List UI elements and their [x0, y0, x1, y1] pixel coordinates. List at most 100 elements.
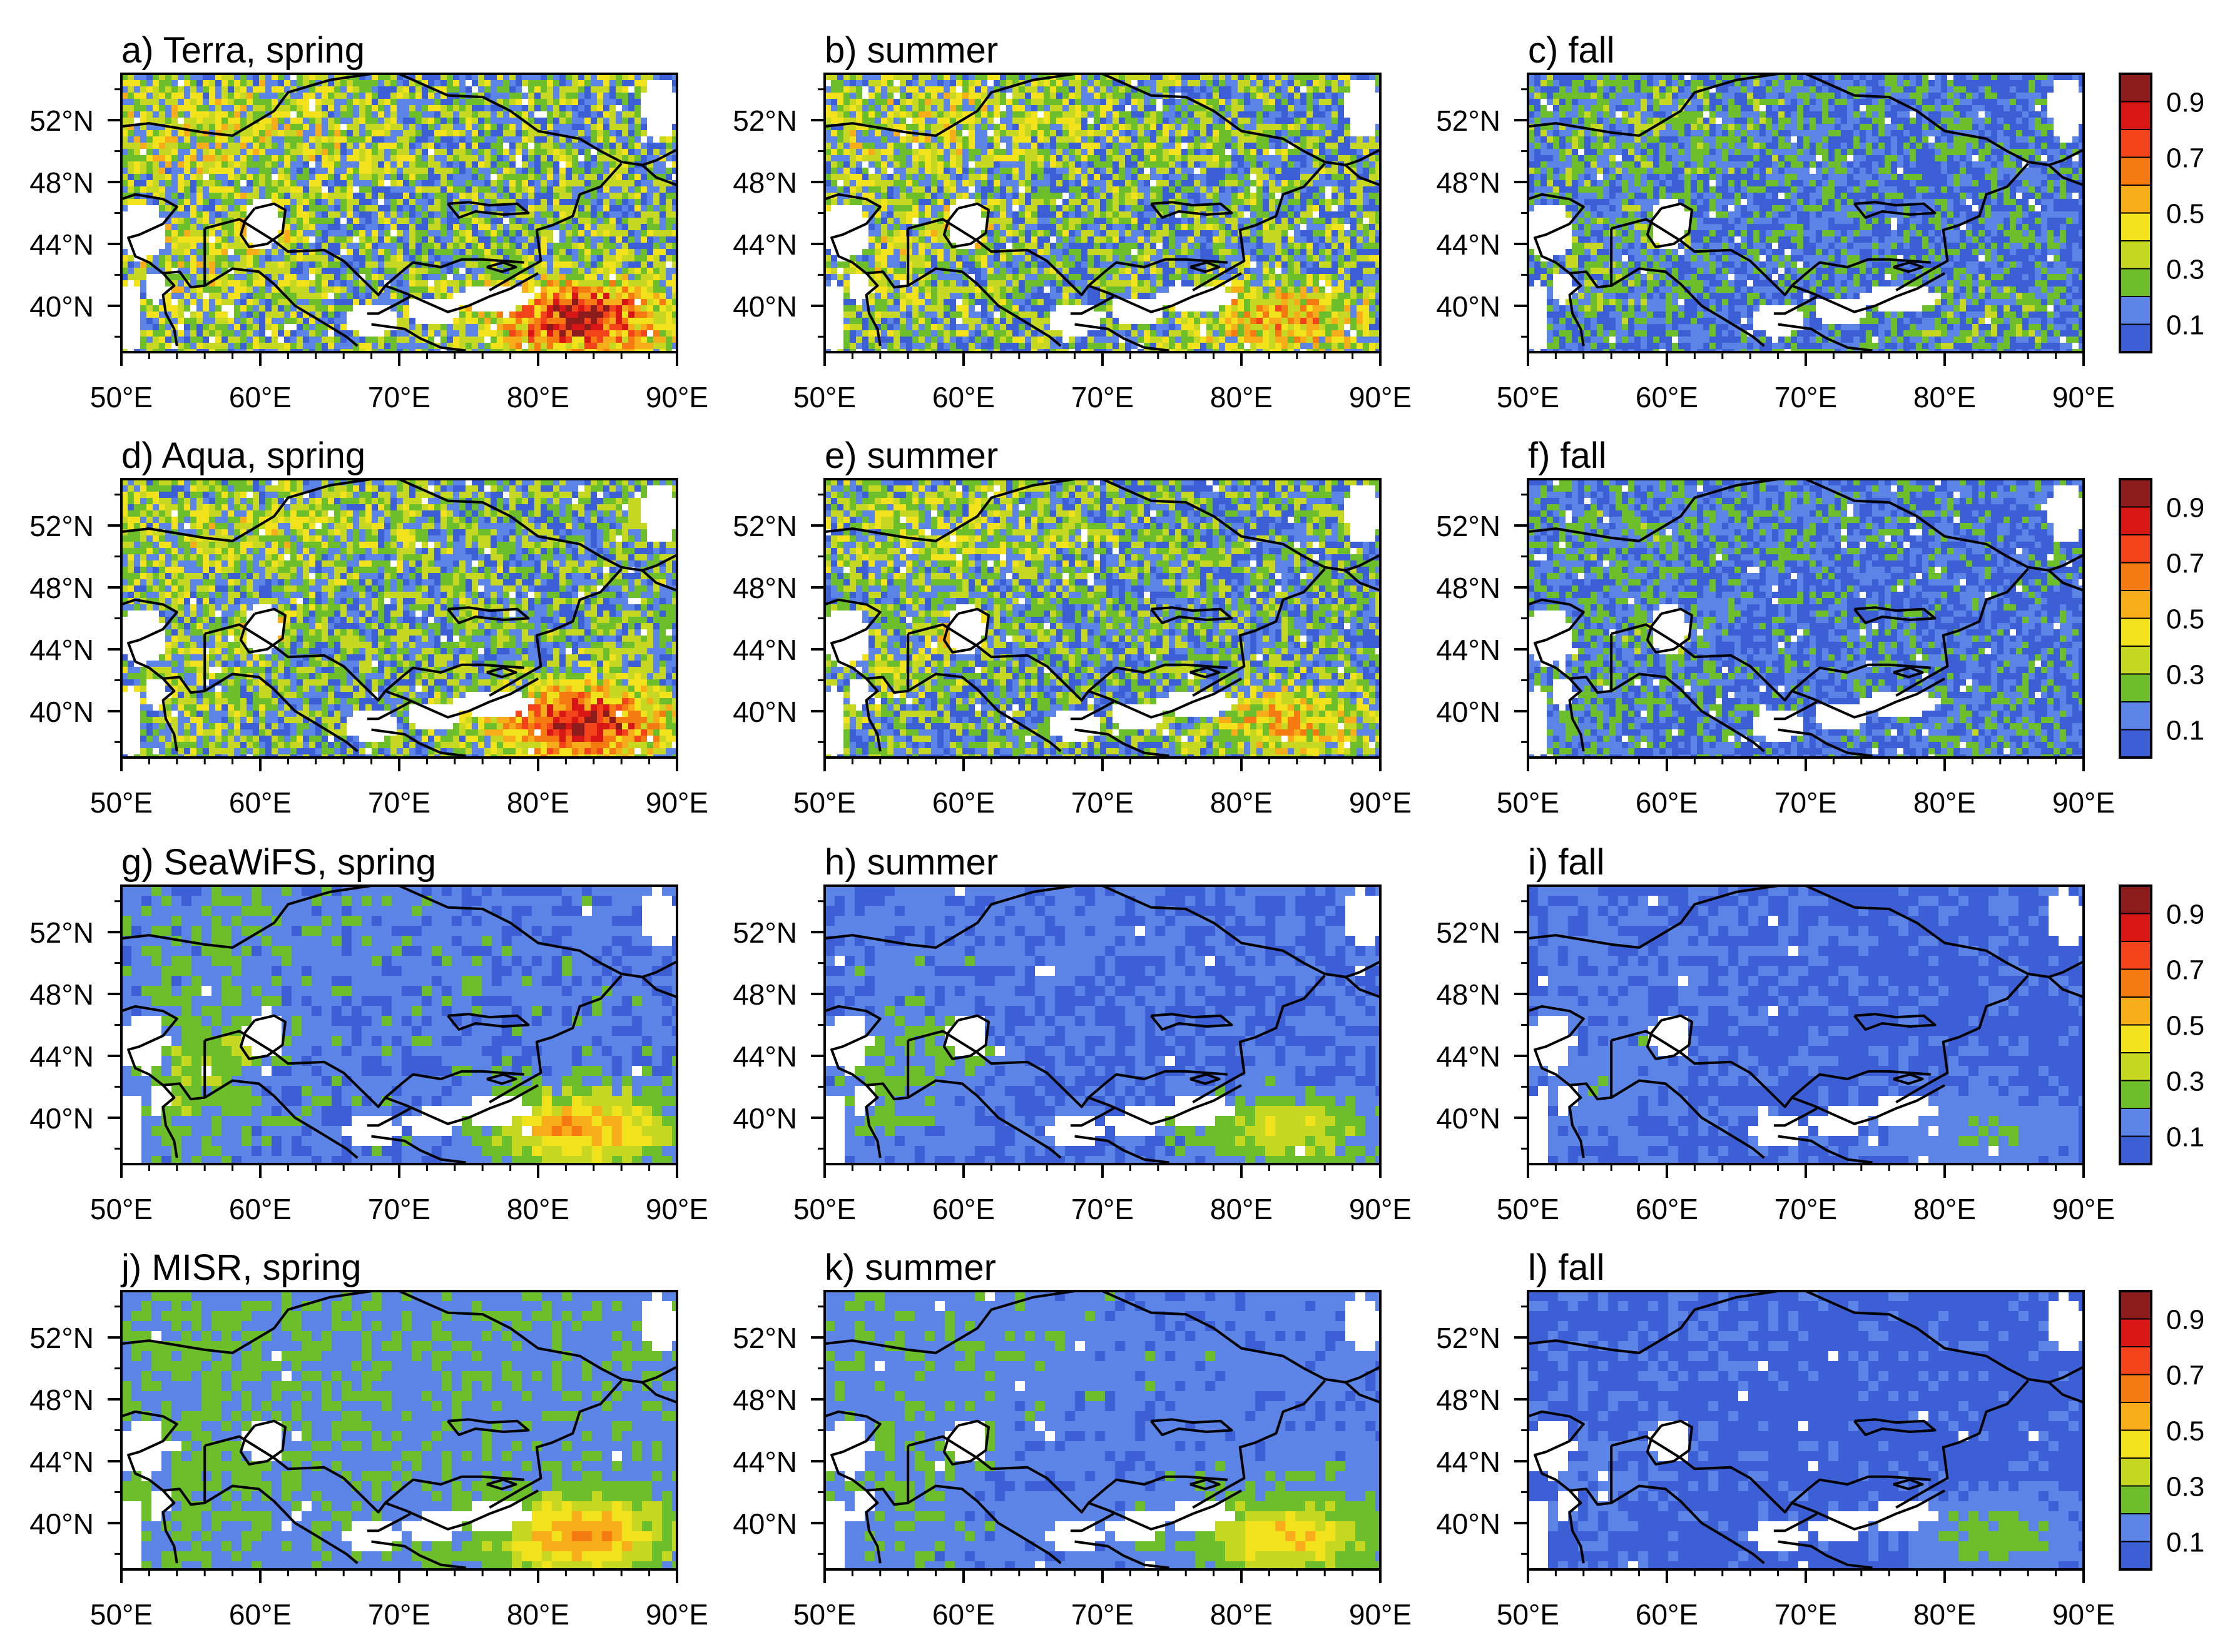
heatmap-cell — [422, 124, 429, 131]
heatmap-cell — [466, 149, 472, 156]
heatmap-cell — [372, 330, 379, 337]
heatmap-cell — [328, 143, 335, 149]
heatmap-cell — [1344, 118, 1351, 124]
heatmap-cell — [434, 168, 441, 175]
heatmap-cell — [315, 149, 322, 156]
heatmap-cell — [484, 186, 491, 193]
heatmap-cell — [128, 211, 135, 218]
heatmap-cell — [881, 136, 888, 143]
heatmap-cell — [253, 105, 260, 112]
heatmap-cell — [497, 180, 504, 187]
heatmap-cell — [534, 318, 541, 325]
heatmap-cell — [1056, 99, 1063, 106]
heatmap-cell — [1056, 136, 1063, 143]
heatmap-cell — [919, 80, 925, 87]
heatmap-cell — [503, 218, 510, 225]
heatmap-cell — [956, 80, 963, 87]
heatmap-cell — [1181, 124, 1188, 131]
heatmap-cell — [1031, 118, 1038, 124]
heatmap-cell — [340, 249, 347, 256]
heatmap-cell — [1206, 86, 1213, 93]
heatmap-cell — [516, 305, 522, 312]
heatmap-cell — [584, 118, 591, 124]
heatmap-cell — [466, 111, 472, 118]
heatmap-cell — [334, 318, 341, 325]
heatmap-cell — [334, 80, 341, 87]
heatmap-cell — [428, 161, 435, 168]
heatmap-cell — [365, 93, 372, 99]
heatmap-cell — [359, 161, 366, 168]
heatmap-cell — [265, 105, 272, 112]
heatmap-cell — [647, 80, 654, 87]
heatmap-cell — [597, 337, 604, 343]
heatmap-cell — [597, 86, 604, 93]
heatmap-cell — [353, 93, 360, 99]
heatmap-cell — [140, 205, 147, 212]
heatmap-cell — [203, 324, 210, 331]
heatmap-cell — [522, 136, 529, 143]
heatmap-cell — [572, 86, 579, 93]
heatmap-cell — [1106, 105, 1113, 112]
heatmap-cell — [622, 274, 629, 281]
heatmap-cell — [541, 305, 547, 312]
heatmap-cell — [572, 299, 579, 306]
heatmap-cell — [1081, 136, 1088, 143]
heatmap-cell — [837, 80, 844, 87]
heatmap-cell — [315, 130, 322, 137]
heatmap-cell — [1094, 80, 1101, 87]
heatmap-cell — [584, 343, 591, 350]
heatmap-cell — [937, 118, 944, 124]
heatmap-cell — [1131, 93, 1138, 99]
heatmap-cell — [409, 124, 416, 131]
heatmap-cell — [353, 105, 360, 112]
heatmap-cell — [975, 80, 982, 87]
heatmap-cell — [322, 205, 328, 212]
heatmap-cell — [509, 224, 516, 231]
heatmap-cell — [234, 168, 241, 175]
heatmap-cell — [1094, 93, 1101, 99]
heatmap-cell — [622, 324, 629, 331]
heatmap-cell — [453, 124, 460, 131]
heatmap-cell — [190, 255, 197, 262]
heatmap-cell — [647, 230, 654, 237]
heatmap-cell — [303, 118, 310, 124]
heatmap-cell — [597, 224, 604, 231]
heatmap-cell — [278, 174, 285, 181]
heatmap-cell — [881, 99, 888, 106]
heatmap-cell — [178, 136, 185, 143]
heatmap-cell — [666, 299, 673, 306]
heatmap-cell — [1037, 80, 1044, 87]
heatmap-cell — [547, 249, 554, 256]
heatmap-cell — [278, 155, 285, 162]
heatmap-cell — [1281, 111, 1288, 118]
heatmap-cell — [1244, 118, 1251, 124]
heatmap-cell — [900, 80, 907, 87]
heatmap-cell — [572, 143, 579, 149]
heatmap-cell — [969, 118, 975, 124]
heatmap-cell — [1081, 130, 1088, 137]
heatmap-cell — [484, 180, 491, 187]
heatmap-cell — [472, 155, 479, 162]
heatmap-cell — [659, 124, 666, 131]
heatmap-cell — [290, 111, 297, 118]
heatmap-cell — [234, 193, 241, 200]
heatmap-cell — [322, 161, 328, 168]
heatmap-cell — [422, 312, 429, 318]
heatmap-cell — [647, 105, 654, 112]
heatmap-cell — [203, 343, 210, 350]
heatmap-cell — [140, 312, 147, 318]
heatmap-cell — [659, 305, 666, 312]
heatmap-cell — [378, 111, 385, 118]
heatmap-cell — [547, 268, 554, 275]
heatmap-cell — [591, 111, 598, 118]
heatmap-cell — [666, 168, 673, 175]
heatmap-cell — [315, 337, 322, 343]
heatmap-cell — [516, 249, 522, 256]
heatmap-cell — [359, 337, 366, 343]
heatmap-cell — [284, 236, 291, 243]
heatmap-cell — [178, 236, 185, 243]
heatmap-cell — [1325, 130, 1332, 137]
heatmap-cell — [428, 136, 435, 143]
heatmap-cell — [228, 243, 235, 250]
